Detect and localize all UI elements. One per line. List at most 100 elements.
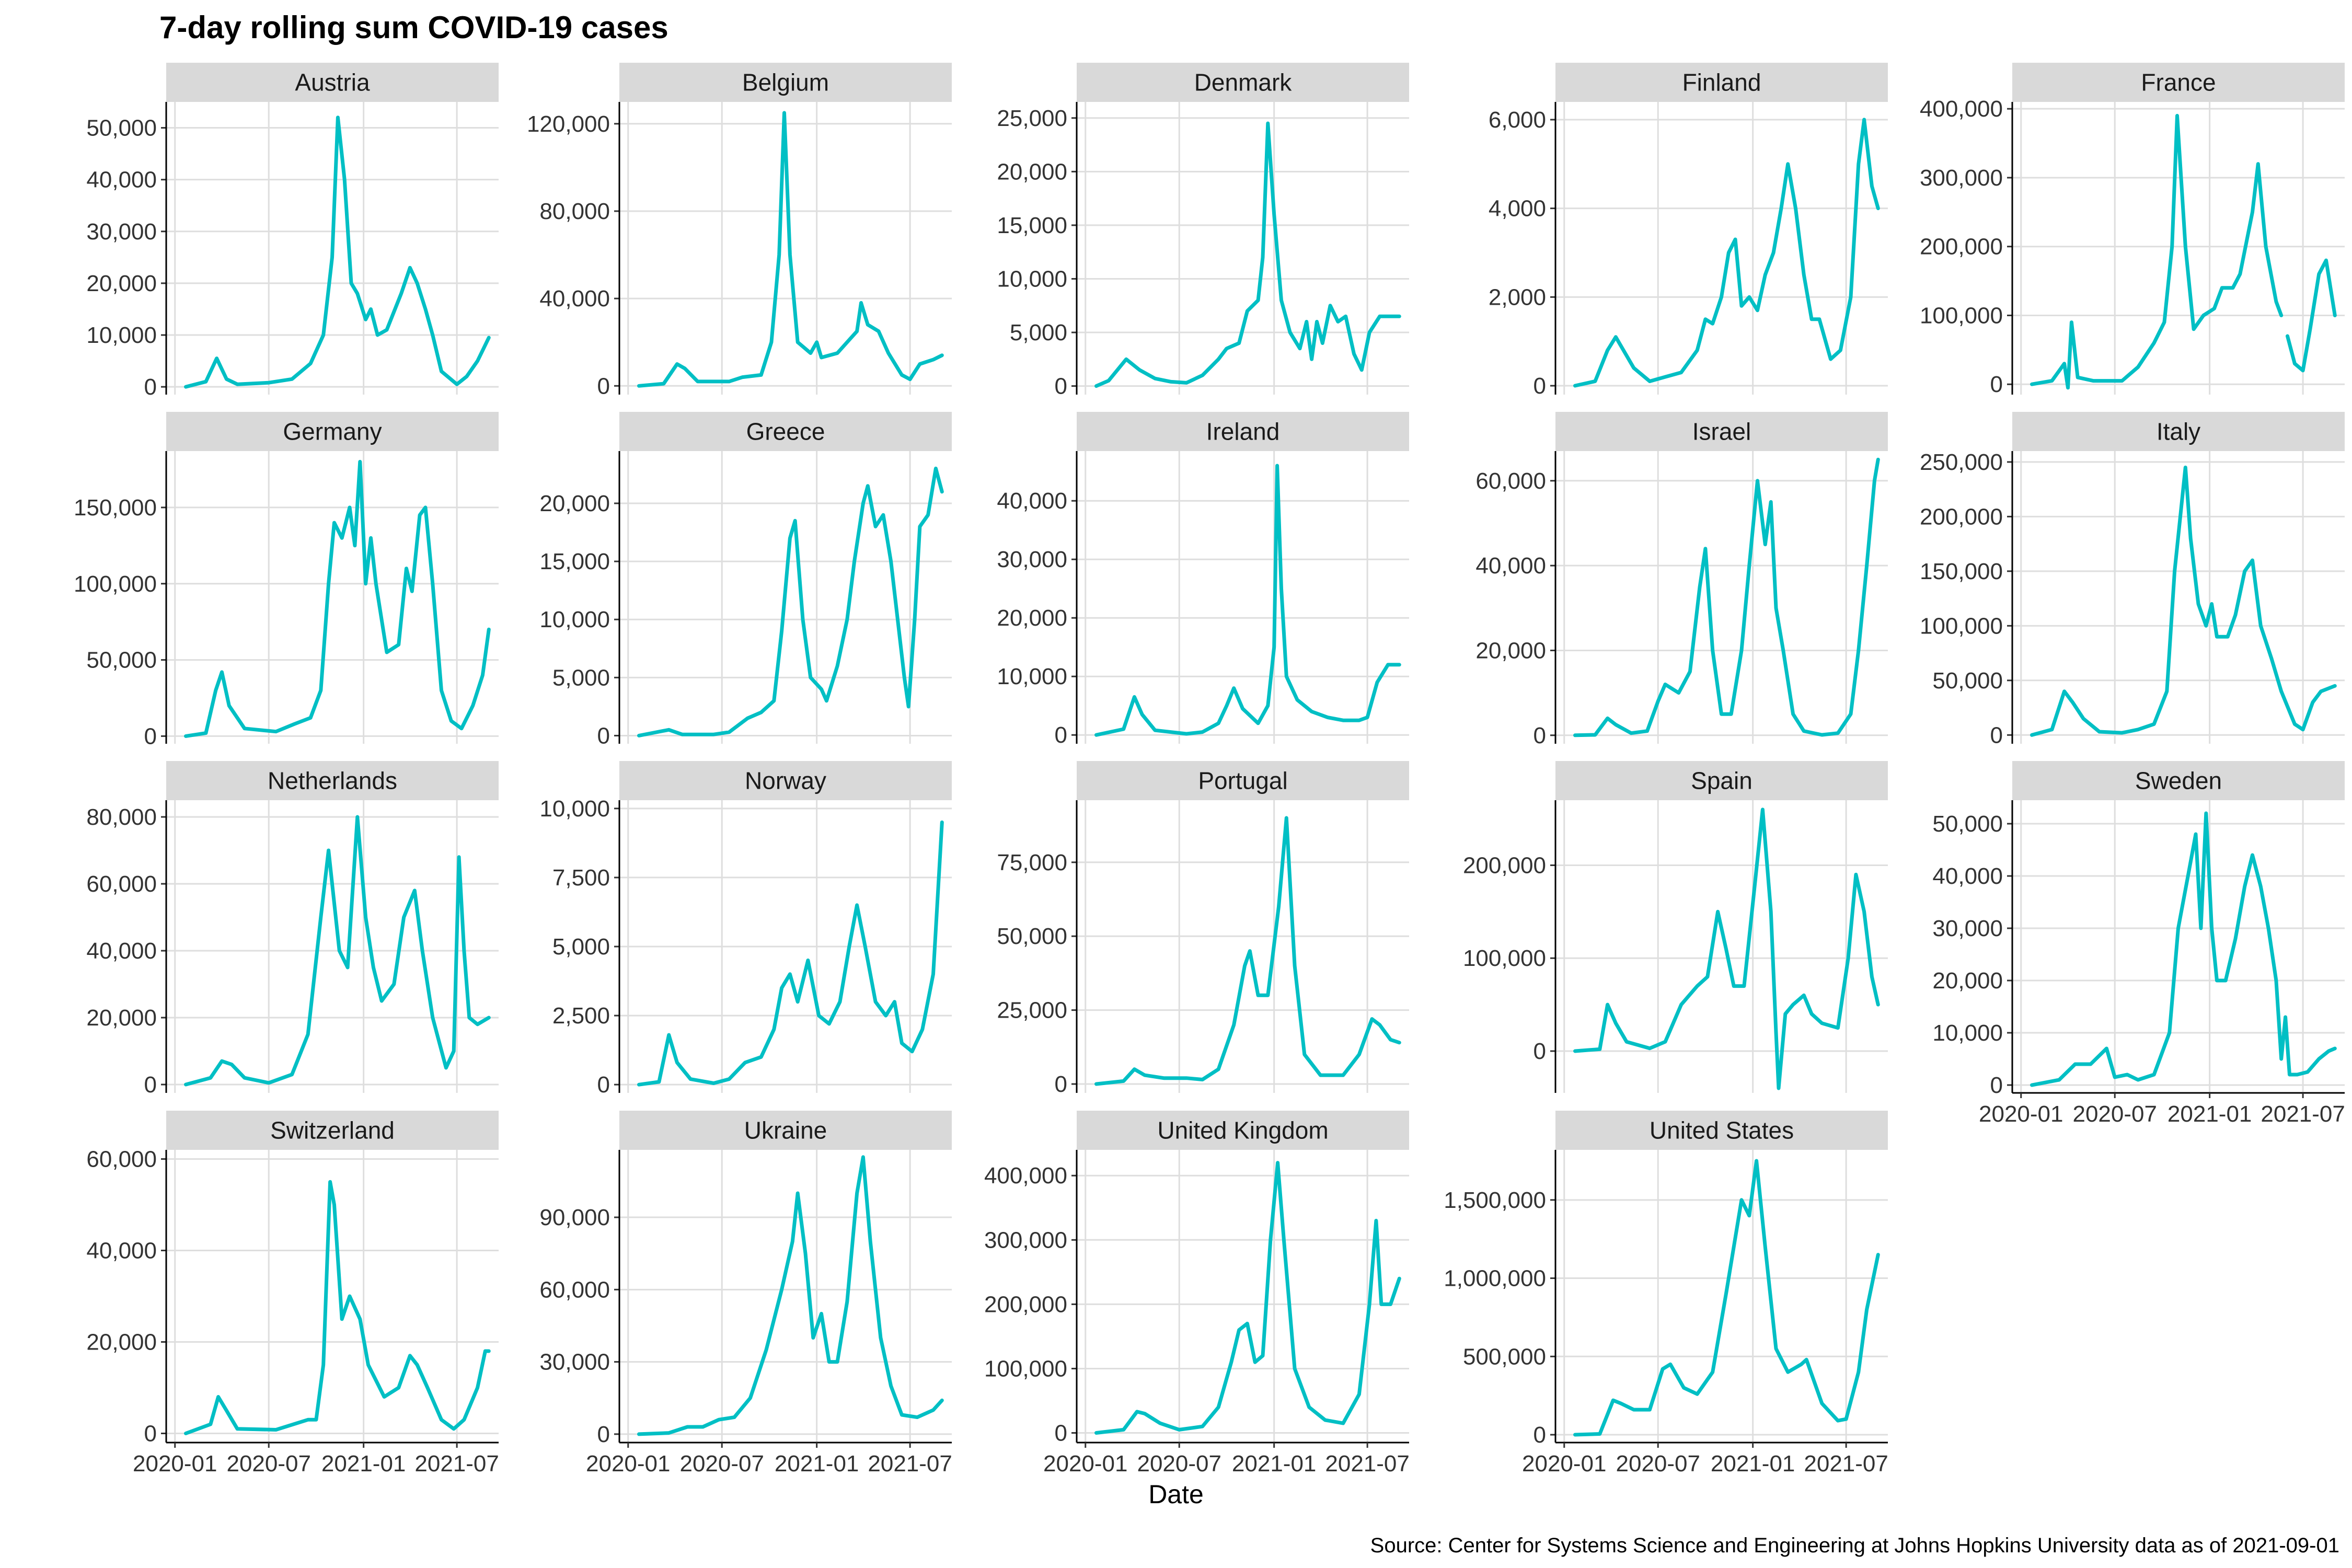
y-tick-label: 0 [1534, 723, 1546, 748]
strip-label: Ireland [1206, 418, 1280, 445]
panel-netherlands: Netherlands 0 20,000 40,000 60,000 80,000 [86, 761, 499, 1098]
y-tick-label: 0 [1534, 1039, 1546, 1064]
series-line-israel [1573, 457, 1880, 737]
strip-background [1077, 412, 1409, 451]
panel-norway: Norway 0 2,500 5,000 7,500 10,000 [539, 761, 952, 1098]
x-tick-label: 2021-07 [2261, 1101, 2345, 1127]
series-line-italy [2030, 465, 2337, 737]
y-tick-label: 100,000 [74, 571, 157, 597]
series-line-netherlands [184, 815, 491, 1087]
y-tick-label: 80,000 [539, 199, 610, 224]
y-tick-label: 15,000 [539, 549, 610, 574]
strip-label: Portugal [1198, 767, 1287, 794]
y-tick-label: 10,000 [86, 322, 157, 348]
x-tick-label: 2021-07 [868, 1451, 952, 1477]
x-tick-label: 2020-01 [133, 1451, 217, 1477]
y-tick-label: 100,000 [1920, 613, 2003, 639]
series-line-france [2030, 113, 2284, 390]
y-tick-label: 7,500 [552, 865, 610, 891]
y-tick-label: 200,000 [984, 1292, 1067, 1317]
series-line-norway [637, 820, 944, 1087]
y-tick-label: 40,000 [997, 488, 1067, 514]
y-tick-label: 10,000 [1932, 1020, 2003, 1046]
panel-germany: Germany 0 50,000 100,000 150,000 [74, 412, 499, 749]
y-tick-label: 100,000 [1463, 946, 1546, 971]
y-tick-label: 30,000 [86, 219, 157, 245]
panel-austria: Austria 0 10,000 20,000 30,000 40,000 50,000 [86, 63, 499, 400]
y-tick-label: 25,000 [997, 106, 1067, 131]
y-tick-label: 0 [1055, 374, 1067, 399]
y-tick-label: 80,000 [86, 804, 157, 830]
x-tick-label: 2021-07 [414, 1451, 499, 1477]
strip-background [619, 63, 952, 102]
y-tick-label: 250,000 [1920, 449, 2003, 475]
y-tick-label: 40,000 [1932, 863, 2003, 889]
y-tick-label: 0 [1055, 1071, 1067, 1097]
y-tick-label: 300,000 [984, 1227, 1067, 1253]
y-tick-label: 40,000 [86, 1238, 157, 1264]
x-tick-label: 2020-01 [586, 1451, 670, 1477]
x-tick-label: 2020-07 [679, 1451, 764, 1477]
series-line-germany [184, 459, 491, 738]
strip-background [1555, 412, 1888, 451]
y-tick-label: 60,000 [539, 1277, 610, 1302]
y-tick-label: 200,000 [1463, 852, 1546, 878]
y-tick-label: 500,000 [1463, 1344, 1546, 1369]
x-tick-label: 2020-07 [2072, 1101, 2157, 1127]
strip-label: Switzerland [270, 1117, 395, 1144]
panel-sweden: Sweden 0 10,000 20,000 30,000 40,000 50,000 202… [1932, 761, 2345, 1127]
x-tick-label: 2021-01 [321, 1451, 406, 1477]
strip-background [1555, 761, 1888, 800]
panel-italy: Italy 0 50,000 100,000 150,000 200,000 250,000 [1920, 412, 2345, 748]
x-tick-label: 2020-01 [1979, 1101, 2063, 1127]
series-line-austria [184, 116, 491, 389]
y-tick-label: 50,000 [1932, 668, 2003, 694]
panel-united-states: United States 0 500,000 1,000,000 1,500,000 2… [1444, 1111, 1888, 1477]
y-tick-label: 0 [597, 1422, 610, 1447]
strip-label: Greece [746, 418, 825, 445]
panel-ireland: Ireland 0 10,000 20,000 30,000 40,000 [997, 412, 1409, 748]
y-tick-label: 200,000 [1920, 234, 2003, 260]
series-line-greece [637, 466, 944, 737]
y-tick-label: 0 [1534, 373, 1546, 399]
series-line-switzerland [184, 1180, 491, 1435]
strip-label: Austria [295, 69, 370, 96]
panel-israel: Israel 0 20,000 40,000 60,000 [1475, 412, 1888, 748]
y-tick-label: 0 [1534, 1422, 1546, 1448]
y-tick-label: 20,000 [86, 271, 157, 296]
y-tick-label: 10,000 [997, 266, 1067, 292]
y-tick-label: 0 [144, 723, 157, 749]
strip-background [1555, 63, 1888, 102]
y-tick-label: 75,000 [997, 850, 1067, 875]
strip-label: Sweden [2135, 767, 2222, 794]
strip-label: Germany [283, 418, 382, 445]
y-tick-label: 20,000 [86, 1005, 157, 1031]
y-tick-label: 4,000 [1489, 196, 1546, 222]
x-tick-label: 2020-01 [1043, 1451, 1127, 1477]
source-caption: Source: Center for Systems Science and E… [1370, 1534, 2339, 1557]
panel-united-kingdom: United Kingdom 0 100,000 200,000 300,000 400,… [984, 1111, 1410, 1477]
y-tick-label: 400,000 [984, 1163, 1067, 1189]
series-line-spain [1573, 808, 1880, 1090]
y-tick-label: 50,000 [1932, 811, 2003, 837]
y-tick-label: 50,000 [997, 924, 1067, 949]
y-tick-label: 40,000 [1475, 553, 1546, 579]
y-tick-label: 20,000 [539, 491, 610, 516]
strip-label: France [2141, 69, 2216, 96]
y-tick-label: 2,000 [1489, 284, 1546, 310]
y-tick-label: 0 [597, 373, 610, 399]
y-tick-label: 0 [597, 1072, 610, 1098]
x-tick-label: 2020-01 [1522, 1451, 1606, 1477]
y-tick-label: 10,000 [539, 607, 610, 632]
x-tick-label: 2021-07 [1804, 1451, 1888, 1477]
panel-denmark: Denmark 0 5,000 10,000 15,000 20,000 25,000 [997, 63, 1409, 399]
y-tick-label: 0 [597, 723, 610, 748]
y-tick-label: 6,000 [1489, 107, 1546, 133]
y-tick-label: 10,000 [539, 796, 610, 822]
y-tick-label: 60,000 [86, 1147, 157, 1172]
strip-label: United States [1650, 1117, 1794, 1144]
strip-background [166, 412, 499, 451]
x-tick-label: 2020-07 [226, 1451, 310, 1477]
y-tick-label: 1,000,000 [1444, 1266, 1546, 1292]
